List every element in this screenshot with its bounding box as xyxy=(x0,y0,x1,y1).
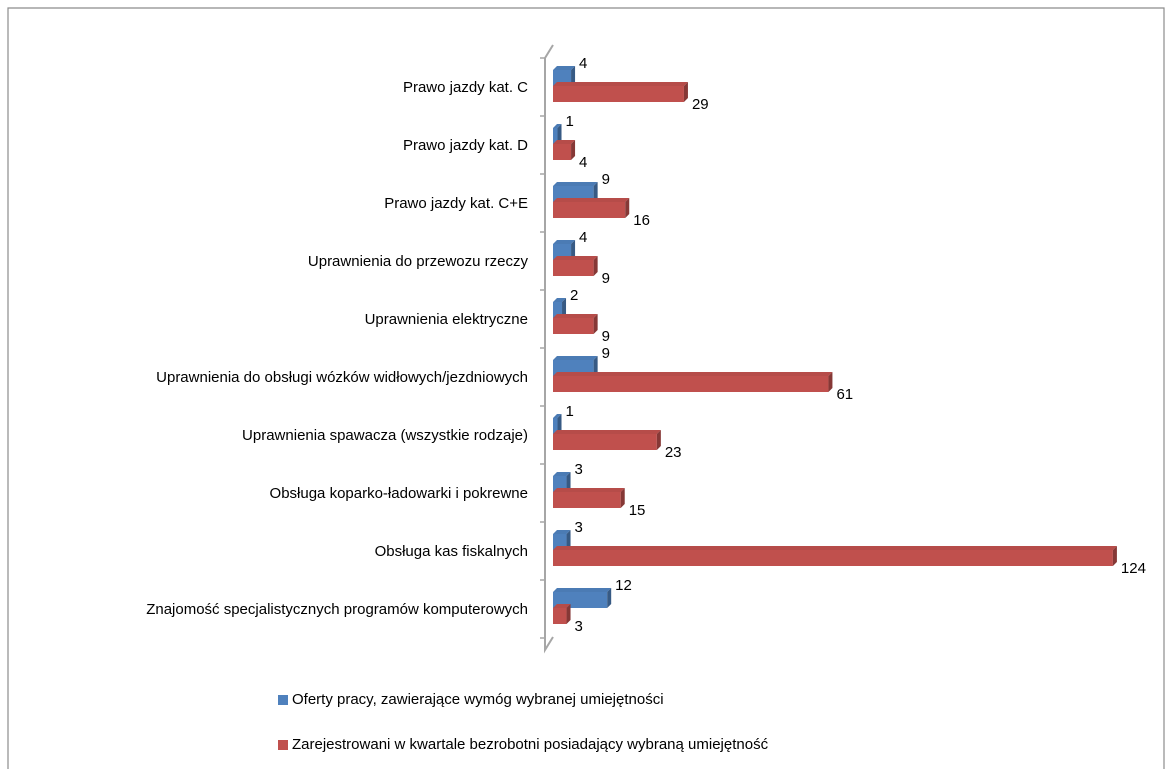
bar xyxy=(553,314,598,334)
chart-frame xyxy=(7,7,1165,769)
y-tick-label: Obsługa koparko-ładowarki i pokrewne xyxy=(270,485,528,502)
axis-wall xyxy=(544,44,554,654)
data-label: 16 xyxy=(633,212,650,229)
data-label: 15 xyxy=(629,502,646,519)
legend-swatch xyxy=(278,740,288,750)
data-label: 4 xyxy=(579,154,587,171)
data-label: 3 xyxy=(575,519,583,536)
y-tick-label: Uprawnienia spawacza (wszystkie rodzaje) xyxy=(242,427,528,444)
data-label: 61 xyxy=(836,386,853,403)
data-label: 9 xyxy=(602,171,610,188)
data-label: 29 xyxy=(692,96,709,113)
y-tick-label: Uprawnienia do przewozu rzeczy xyxy=(308,253,529,270)
data-label: 9 xyxy=(602,328,610,345)
bar xyxy=(553,256,598,276)
legend-label: Zarejestrowani w kwartale bezrobotni pos… xyxy=(292,736,769,753)
bar xyxy=(553,140,576,160)
bar xyxy=(553,124,562,144)
y-tick-label: Prawo jazdy kat. D xyxy=(403,137,528,154)
data-label: 1 xyxy=(566,403,574,420)
data-label: 12 xyxy=(615,577,632,594)
data-label: 9 xyxy=(602,270,610,287)
data-label: 3 xyxy=(575,461,583,478)
bar xyxy=(553,198,630,218)
data-label: 3 xyxy=(575,618,583,635)
bar xyxy=(553,82,688,102)
bar xyxy=(553,488,625,508)
bar xyxy=(553,546,1117,566)
data-label: 1 xyxy=(566,113,574,130)
legend-label: Oferty pracy, zawierające wymóg wybranej… xyxy=(292,691,664,708)
data-label: 124 xyxy=(1121,560,1146,577)
data-label: 23 xyxy=(665,444,682,461)
bar xyxy=(553,372,833,392)
data-label: 2 xyxy=(570,287,578,304)
y-tick-label: Uprawnienia do obsługi wózków widłowych/… xyxy=(156,369,528,386)
data-label: 4 xyxy=(579,55,587,72)
bar xyxy=(553,604,571,624)
bar xyxy=(553,298,567,318)
bar xyxy=(553,430,661,450)
y-tick-label: Prawo jazdy kat. C+E xyxy=(384,195,528,212)
y-tick-label: Uprawnienia elektryczne xyxy=(365,311,528,328)
legend-swatch xyxy=(278,695,288,705)
y-tick-label: Prawo jazdy kat. C xyxy=(403,79,528,96)
bar xyxy=(553,414,562,434)
data-label: 9 xyxy=(602,345,610,362)
data-label: 4 xyxy=(579,229,587,246)
y-tick-label: Obsługa kas fiskalnych xyxy=(375,543,528,560)
y-tick-label: Znajomość specjalistycznych programów ko… xyxy=(146,601,528,618)
